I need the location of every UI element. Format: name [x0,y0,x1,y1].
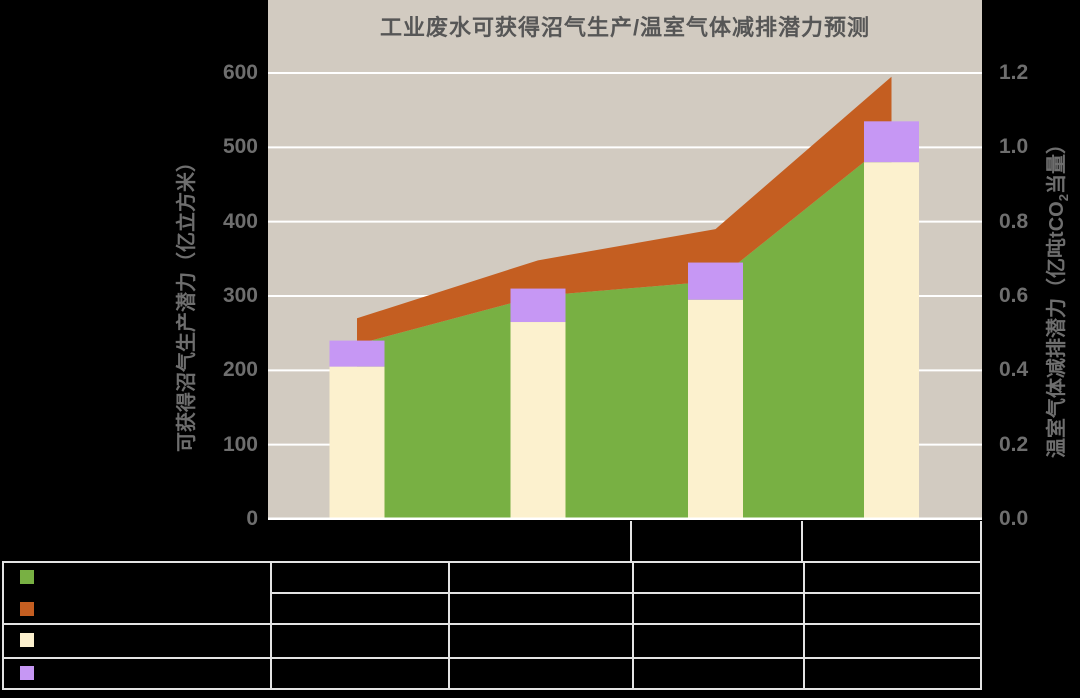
left-tick-200: 200 [222,358,258,382]
left-tick-100: 100 [222,432,258,456]
purple-cap-0 [329,340,385,367]
green-area-series [357,139,892,519]
cream-bar-1 [510,322,566,519]
co2-subscript: 2 [1056,194,1071,202]
purple-cap-3 [864,121,919,163]
left-tick-600: 600 [222,61,258,84]
cream-bar-2 [688,299,743,519]
left-tick-0: 0 [246,507,258,530]
data-table [2,561,982,690]
table-hline-row3 [4,657,980,659]
right-tick-0.2: 0.2 [999,432,1029,456]
right-tick-0.6: 0.6 [999,284,1029,307]
cream-bar-3 [864,162,919,519]
left-tick-500: 500 [222,135,258,159]
legend-swatch-green-area [20,570,34,584]
purple-cap-1 [510,288,566,323]
table-vline-col2 [632,563,634,688]
x-axis-tick-3 [980,521,982,561]
chart-title: 工业废水可获得沼气生产/温室气体减排潜力预测 [379,15,871,40]
purple-cap-2 [688,262,743,300]
table-hline-row1 [270,592,980,594]
x-axis-tick-1 [630,521,632,561]
right-axis-title-text: 温室气体减排潜力（亿吨tCO [1046,201,1068,458]
orange-band-series [357,76,892,345]
chart-canvas [268,72,982,521]
table-vline-legend [270,563,272,688]
table-vline-col1 [448,563,450,688]
x-axis-tick-2 [801,521,803,561]
right-tick-0.4: 0.4 [999,358,1029,382]
right-tick-1.0: 1.0 [999,135,1029,159]
right-axis-title-suffix: 当量） [1046,134,1068,195]
legend-swatch-cream-bar [20,633,34,647]
left-tick-300: 300 [222,284,258,307]
right-tick-0.8: 0.8 [999,209,1029,233]
right-tick-1.2: 1.2 [999,61,1029,84]
table-hline-row2 [4,623,980,625]
plot-area [268,0,982,521]
table-vline-col3 [803,563,805,688]
right-tick-0.0: 0.0 [999,507,1029,530]
left-tick-400: 400 [222,209,258,233]
cream-bar-0 [329,366,385,519]
x-axis-line [268,517,982,521]
legend-swatch-orange-band [20,602,34,616]
legend-swatch-purple-cap [20,666,34,680]
right-axis-title: 温室气体减排潜力（亿吨tCO2当量） [1044,66,1071,526]
